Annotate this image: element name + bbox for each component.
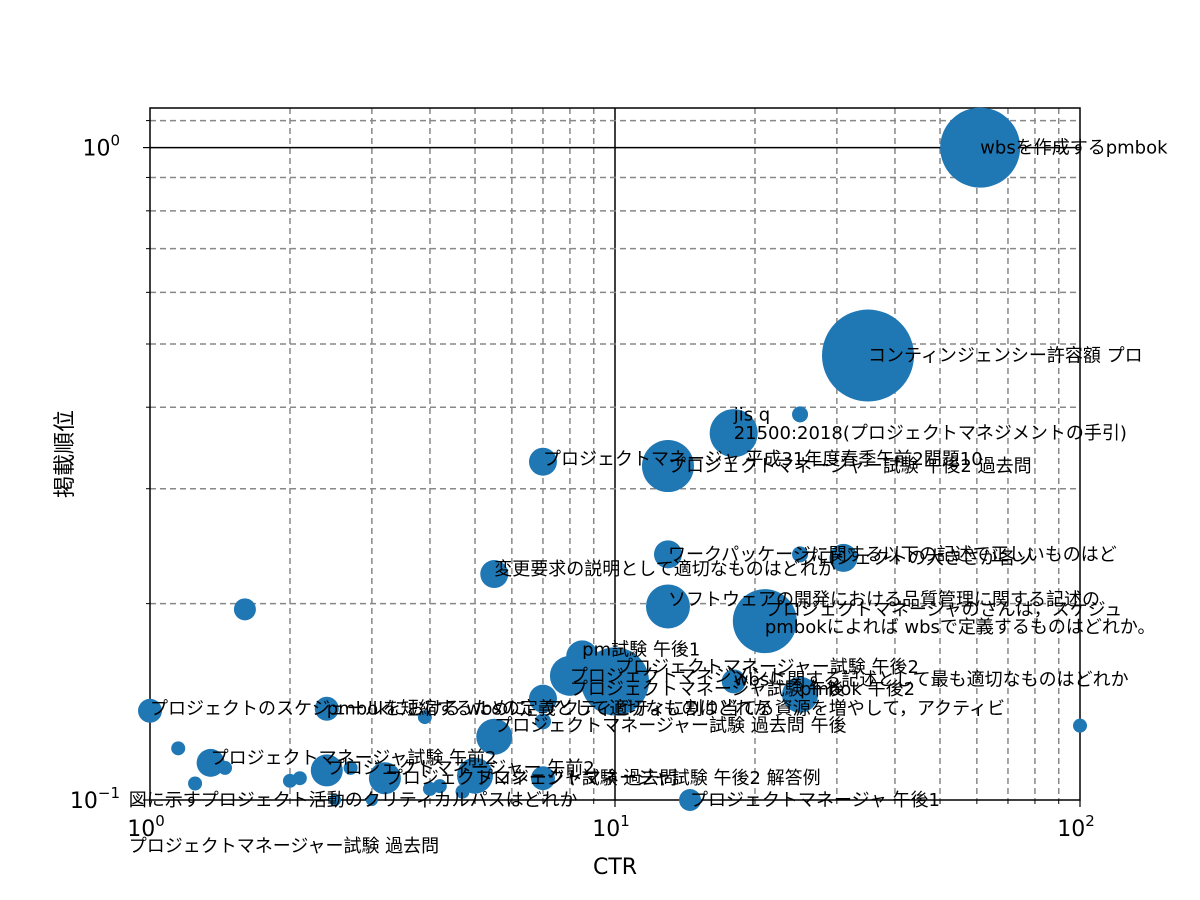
bubble-point: [343, 760, 358, 775]
bubble-point: [218, 760, 233, 775]
bubble-point: [821, 309, 914, 402]
x-axis-label: CTR: [593, 855, 637, 880]
bubble-point: [645, 584, 690, 629]
point-annotation: pmbokによれば wbsで定義するものはどれか。: [765, 617, 1156, 638]
point-annotation: pmbok 午後2: [800, 679, 915, 700]
bubble-point: [528, 447, 557, 476]
bubble-point: [534, 713, 551, 730]
bubble-point: [310, 754, 343, 787]
bubble-point: [528, 684, 557, 713]
point-annotation: プロジェクトマネージャー 午前2: [327, 758, 595, 779]
point-annotation: pmbokにおける wbsの定義として適切なものはどれか: [327, 699, 772, 720]
point-annotation: プロジェクトマネージャのさんは，スケジュ: [765, 599, 1122, 620]
bubble-point: [314, 696, 339, 721]
bubble-point: [940, 107, 1021, 188]
grid: [150, 108, 1080, 800]
bubble-point: [732, 589, 797, 654]
point-annotation: 図に示すプロジェクト活動のクリティカルパスはどれか: [129, 790, 578, 811]
bubble-point: [641, 440, 694, 493]
bubble-point: [476, 718, 513, 755]
x-tick-label: 102: [1057, 812, 1095, 842]
bubble-point: [138, 698, 162, 723]
point-annotation: プロジェクトマネージャー試験 過去問: [129, 836, 439, 857]
point-annotation: プロジェクトの大きさが各ゾ: [800, 548, 1034, 569]
point-annotation: プロジェクトマネージャ試験 午後: [570, 679, 844, 700]
point-annotation: プロジェクトマネージャ 平成31年度春季午前2問題10: [543, 449, 983, 470]
bubble-point: [792, 546, 809, 563]
bubble-point: [549, 655, 590, 696]
point-annotation: wbsを作成するpmbok: [980, 138, 1168, 159]
bubble-point: [457, 757, 494, 794]
bubble-point: [782, 676, 819, 713]
point-annotation: pm試験 午後1: [582, 640, 700, 661]
point-annotation: ソフトウェアの開発における品質管理に関する記述の: [668, 589, 1100, 610]
bubbles: [138, 107, 1087, 811]
point-annotation: プロジェクトマネージャー試験 午後2 過去問: [668, 456, 1032, 477]
bubble-point: [1073, 718, 1087, 733]
point-annotation: プロジェクトマネージャー試験 過去問 午後: [494, 716, 846, 737]
y-tick-label: 10−1: [70, 784, 120, 814]
x-tick-label: 101: [592, 812, 630, 842]
bubble-point: [792, 406, 809, 423]
point-annotation: wbsに関する記述として最も適切なものはどれか: [734, 670, 1129, 691]
bubble-point: [292, 771, 307, 786]
bubble-point: [233, 598, 256, 621]
point-annotation: 21500:2018(プロジェクトマネジメントの手引): [734, 423, 1127, 444]
point-annotation: プロジェクトマネジメント: [570, 666, 786, 687]
bubble-point: [480, 560, 509, 589]
bubble-point: [365, 794, 378, 806]
point-annotation: コンティンジェンシー許容額 プロ: [868, 346, 1143, 367]
point-annotation: プロジェクトマネージャー試験 午後2: [615, 657, 919, 678]
y-axis-label: 掲載順位: [53, 410, 78, 498]
bubble-point: [368, 762, 401, 795]
point-annotation: プロジェクトマネージャ試験 過去問: [385, 768, 677, 789]
bubble-point: [530, 766, 555, 791]
bubble-point: [455, 784, 470, 799]
point-annotation: ワークパッケージに関する以下の記述で正しいものはど: [668, 544, 1117, 565]
point-annotation: 変更要求の説明として適切なものはどれか: [494, 559, 835, 580]
point-annotation: プロジェクトマネージャ試験 午前2: [211, 748, 497, 769]
bubble-point: [188, 776, 203, 791]
bubble-point: [417, 710, 432, 725]
bubble-point: [329, 794, 342, 806]
y-tick-label: 100: [82, 132, 120, 162]
annotations: wbsを作成するpmbok コンティンジェンシー許容額 プロ jis q21500:…: [129, 138, 1168, 857]
bubble-point: [709, 409, 758, 458]
point-annotation: プロジェクトマネージャ 午後1: [690, 790, 940, 811]
bubble-point: [679, 789, 702, 811]
bubble-point: [581, 647, 649, 716]
point-annotation: プロジェクトマネージャ試験 午後2 解答例: [475, 768, 821, 789]
point-annotation: jis q: [733, 404, 771, 425]
point-annotation: プロジェクトのスケジュールを短縮するために，アクティビティに割り当てる資源を増や…: [150, 699, 1005, 720]
bubble-point: [721, 669, 746, 694]
bubble-point: [653, 540, 682, 569]
bubble-point: [196, 748, 225, 777]
bubble-point: [171, 741, 186, 756]
bubble-point: [829, 543, 858, 572]
bubble-point: [422, 781, 437, 796]
